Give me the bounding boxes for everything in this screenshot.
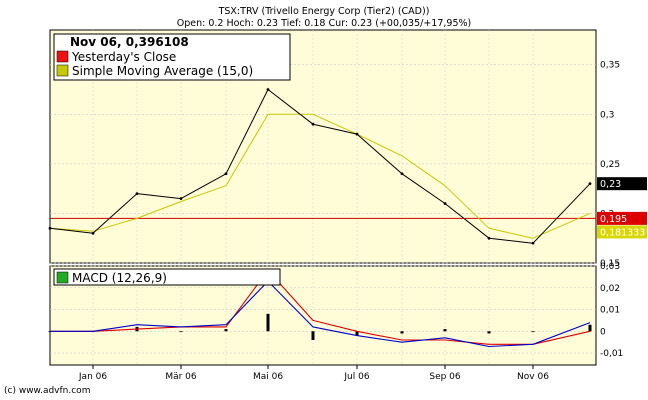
x-tick-label: Jan 06	[78, 372, 107, 382]
price-grid	[50, 30, 596, 264]
price-tags: 0,23 0,195 0,181333	[597, 177, 647, 239]
price-point	[400, 172, 404, 176]
macd-histogram-bar	[355, 331, 359, 336]
macd-line	[50, 280, 591, 348]
macd-histogram-bar	[224, 329, 228, 332]
legend-item-sma: Simple Moving Average (15,0)	[72, 64, 253, 78]
chart-title: TSX:TRV (Trivello Energy Corp (Tier2) (C…	[218, 6, 430, 17]
price-y-tick: 0,3	[600, 110, 614, 120]
legend-item-yesterday-close: Yesterday's Close	[71, 50, 176, 64]
price-tag-box	[597, 211, 647, 225]
macd-y-tick: -0,01	[600, 349, 623, 359]
price-point	[487, 236, 491, 240]
price-point	[588, 182, 592, 186]
price-point	[91, 231, 95, 235]
price-point	[311, 122, 315, 126]
macd-histogram-bar	[311, 331, 315, 340]
price-point	[531, 241, 535, 245]
macd-y-tick: 0,01	[600, 306, 620, 316]
price-point	[266, 88, 270, 91]
price-tag-label: 0,181333	[600, 227, 645, 238]
price-y-tick: 0,25	[600, 160, 620, 170]
price-point	[179, 197, 183, 200]
macd-y-tick: 0	[600, 327, 606, 337]
price-tag-box	[597, 177, 647, 191]
price-point	[224, 172, 228, 176]
x-tick-label: Sep 06	[429, 372, 461, 382]
macd-legend: MACD (12,26,9)	[53, 268, 281, 286]
price-point	[355, 132, 359, 136]
price-legend: Nov 06, 0,396108 Yesterday's Close Simpl…	[53, 33, 291, 81]
price-point	[135, 192, 139, 195]
price-tag-box	[597, 225, 647, 239]
macd-y-tick: 0,02	[600, 284, 620, 294]
macd-histogram-bar	[266, 313, 270, 332]
macd-histogram-bar	[443, 329, 447, 332]
macd-histogram-bar	[179, 331, 183, 333]
macd-histogram-bar	[531, 331, 535, 333]
legend-swatch-yesterday-close	[56, 50, 69, 63]
macd-series-layer	[48, 269, 592, 348]
legend-title: Nov 06, 0,396108	[70, 35, 189, 49]
x-axis: Jan 06 Mär 06 Mai 06 Jul 06 Sep 06 Nov 06	[78, 365, 549, 382]
macd-histogram-bar	[400, 331, 404, 334]
quote-summary: Open: 0.2 Hoch: 0.23 Tief: 0.18 Cur: 0.2…	[177, 18, 472, 29]
copyright-text: (c) www.advfn.com	[4, 386, 90, 396]
price-series-layer	[48, 88, 596, 245]
sma-line	[49, 113, 591, 239]
legend-swatch-macd	[56, 271, 69, 284]
legend-swatch-sma	[56, 64, 69, 77]
legend-item-macd: MACD (12,26,9)	[72, 271, 167, 285]
price-y-tick: 0,35	[600, 61, 620, 71]
price-point	[443, 202, 447, 205]
price-tag-label: 0,23	[600, 179, 621, 190]
macd-y-tick: 0,03	[600, 262, 620, 272]
macd-histogram-bar	[487, 331, 491, 334]
x-tick-label: Mai 06	[253, 372, 283, 382]
price-tag-label: 0,195	[600, 214, 627, 225]
price-point	[48, 226, 52, 230]
macd-histogram-bar	[588, 324, 592, 332]
x-tick-label: Nov 06	[517, 372, 549, 382]
signal-line	[50, 269, 591, 345]
x-tick-label: Mär 06	[165, 372, 197, 382]
macd-y-axis: 0,03 0,02 0,01 0 -0,01	[600, 262, 623, 359]
price-y-tick: 0,15	[600, 259, 620, 269]
x-tick-label: Jul 06	[343, 372, 369, 382]
